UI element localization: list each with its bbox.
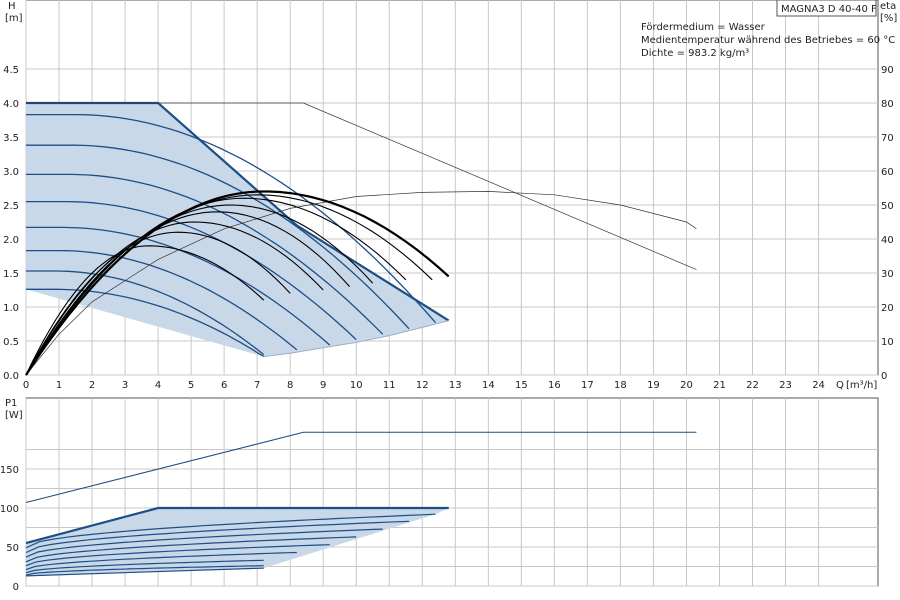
x-tick-label: 17 [581, 380, 594, 391]
speed-curve-p [25, 544, 330, 567]
eta-tick-label: 70 [881, 133, 894, 144]
x-tick-label: 16 [548, 380, 561, 391]
x-tick-label: 2 [89, 380, 95, 391]
eta-tick-label: 10 [881, 337, 894, 348]
h-tick-label: 0.0 [3, 371, 19, 382]
min-curve-h [263, 320, 449, 358]
x-tick-label: 10 [350, 380, 363, 391]
min-curve-p [25, 567, 264, 577]
p1-axis-unit: [W] [5, 410, 23, 421]
speed-curve-h [26, 113, 436, 324]
model-title: MAGNA3 D 40-40 F [781, 4, 877, 15]
eta-speed-curve [25, 204, 374, 376]
x-tick-label: 1 [56, 380, 62, 391]
h-tick-label: 3.5 [3, 133, 19, 144]
x-tick-label: 4 [155, 380, 161, 391]
h-tick-label: 0.5 [3, 337, 19, 348]
max-curve-p [25, 506, 449, 545]
speed-curve-h [26, 144, 410, 330]
h-axis-label: H [8, 1, 16, 12]
eta-axis-label: eta [880, 1, 896, 12]
h-tick-label: 1.5 [3, 269, 19, 280]
eta-curves [25, 190, 697, 376]
h-tick-label: 2.5 [3, 201, 19, 212]
x-tick-label: 23 [779, 380, 792, 391]
speed-curve-h [26, 200, 357, 341]
speed-curve-p [25, 528, 383, 558]
info-line-density: Dichte = 983.2 kg/m³ [641, 48, 749, 59]
x-tick-label: 15 [515, 380, 528, 391]
p1-tick-label: 0 [13, 582, 19, 593]
x-tick-label: 22 [746, 380, 759, 391]
x-tick-label: 12 [416, 380, 429, 391]
eta-tick-label: 80 [881, 99, 894, 110]
x-tick-label: 11 [383, 380, 396, 391]
h-tick-label: 1.0 [3, 303, 19, 314]
speed-curve-p [25, 559, 264, 574]
eta-speed-curve [25, 197, 407, 376]
h-axis-unit: [m] [5, 13, 23, 24]
p1-tick-label: 50 [6, 543, 19, 554]
speed-curve-h [26, 249, 298, 351]
h-tick-label: 4.0 [3, 99, 19, 110]
eta-tick-label: 60 [881, 167, 894, 178]
x-tick-label: 13 [449, 380, 462, 391]
x-tick-label: 24 [812, 380, 825, 391]
eta-axis-unit: [%] [880, 13, 897, 24]
info-line-medium: Fördermedium = Wasser [641, 22, 766, 33]
eta-tick-label: 20 [881, 303, 894, 314]
eta-speed-curve [25, 211, 351, 376]
speed-curve-p [25, 536, 357, 563]
x-tick-label: 0 [23, 380, 29, 391]
x-tick-label: 19 [647, 380, 660, 391]
p1-tick-label: 150 [0, 465, 19, 476]
x-tick-label: 9 [320, 380, 326, 391]
x-tick-label: 20 [680, 380, 693, 391]
model-box [776, 0, 877, 17]
eta-speed-curve [25, 194, 433, 376]
p-curves [25, 431, 697, 577]
x-tick-label: 21 [713, 380, 726, 391]
speed-curve-p [25, 565, 264, 576]
eta-speed-curve [25, 221, 324, 376]
x-tick-label: 3 [122, 380, 128, 391]
constant-curve-p [25, 431, 697, 503]
speed-curve-p [25, 520, 410, 554]
h-curves [26, 101, 697, 358]
p1-axis-label: P1 [5, 398, 17, 409]
h-tick-label: 4.5 [3, 65, 19, 76]
eta-main-curve [25, 191, 697, 376]
h-tick-label: 2.0 [3, 235, 19, 246]
x-tick-label: 5 [188, 380, 194, 391]
info-line-temperature: Medientemperatur während des Betriebes =… [641, 35, 895, 46]
x-tick-label: 18 [614, 380, 627, 391]
speed-curve-p [25, 513, 436, 549]
speed-curve-h [26, 288, 265, 358]
x-tick-label: 7 [254, 380, 260, 391]
constant-curve-h [26, 102, 697, 270]
speed-curve-h [26, 270, 265, 356]
eta-speed-curve [25, 245, 265, 376]
x-tick-label: 6 [221, 380, 227, 391]
q-axis-unit: [m³/h] [846, 380, 877, 391]
h-tick-label: 3.0 [3, 167, 19, 178]
x-tick-label: 8 [287, 380, 293, 391]
eta-tick-label: 50 [881, 201, 894, 212]
eta-tick-label: 30 [881, 269, 894, 280]
eta-tick-label: 40 [881, 235, 894, 246]
speed-curve-p [25, 551, 297, 571]
axis-ticks: 0 1 2 3 4 5 6 7 8 9 10 11 12 13 14 15 16 17 18 19 20 21 22 23 24… [0, 65, 894, 593]
p1-tick-label: 100 [0, 504, 19, 515]
eta-speed-curve [25, 231, 291, 376]
lower-grid [25, 398, 878, 587]
q-axis-label: Q [836, 380, 844, 391]
eta-tick-label: 90 [881, 65, 894, 76]
x-tick-label: 14 [482, 380, 495, 391]
eta-tick-label: 0 [881, 371, 887, 382]
